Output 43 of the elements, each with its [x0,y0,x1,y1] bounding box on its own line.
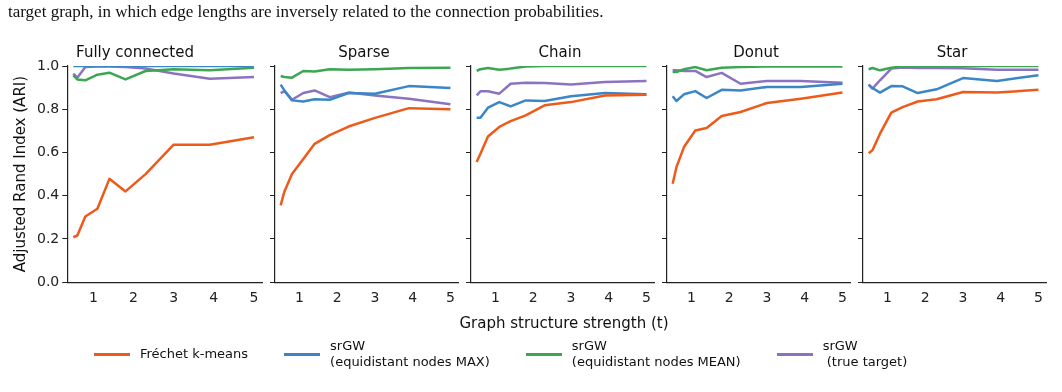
y-tick-label: 0.2 [37,229,60,246]
x-tick-label: 1 [883,289,892,306]
x-tick-label: 3 [370,289,380,306]
x-tick-label: 4 [800,289,810,306]
legend-label: srGW (true target) [822,338,908,370]
y-tick-label: 0.0 [37,272,60,289]
legend-label: srGW (equidistant nodes MEAN) [571,338,741,370]
x-tick-label: 2 [724,289,734,306]
legend-label: Fréchet k-means [140,346,249,362]
x-tick-label: 5 [445,289,455,306]
x-tick-label: 4 [604,289,614,306]
chart-title: Chain [538,42,582,61]
y-tick-label: 1.0 [37,56,60,73]
x-tick-label: 3 [566,289,576,306]
x-tick-label: 1 [687,289,696,306]
chart-title: Star [936,42,969,61]
x-tick-label: 4 [209,289,219,306]
x-tick-label: 3 [169,289,179,306]
x-tick-label: 1 [491,289,500,306]
y-tick-label: 0.8 [37,99,60,116]
x-tick-label: 5 [837,289,847,306]
x-tick-label: 2 [920,289,930,306]
x-tick-label: 1 [295,289,304,306]
x-axis-title: Graph structure strength (t) [458,314,670,332]
x-tick-label: 5 [641,289,651,306]
chart-title: Fully connected [76,42,194,61]
x-tick-label: 3 [958,289,968,306]
y-axis-title: Adjusted Rand Index (ARI) [10,75,29,273]
x-tick-label: 4 [408,289,418,306]
y-tick-label: 0.4 [37,186,60,203]
text: target graph, in which edge lengths are inversely related to the connection probabilities. [8,2,605,22]
x-tick-label: 5 [1033,289,1043,306]
x-tick-label: 2 [129,289,138,306]
x-tick-label: 5 [249,289,259,306]
y-tick-label: 0.6 [37,143,60,160]
legend-label: srGW (equidistant nodes MAX) [330,338,490,370]
x-tick-label: 4 [996,289,1006,306]
chart-title: Sparse [338,42,390,61]
x-tick-label: 1 [88,289,98,306]
x-tick-label: 3 [762,289,772,306]
chart-title: Donut [733,42,779,61]
x-tick-label: 2 [332,289,342,306]
x-tick-label: 2 [528,289,538,306]
